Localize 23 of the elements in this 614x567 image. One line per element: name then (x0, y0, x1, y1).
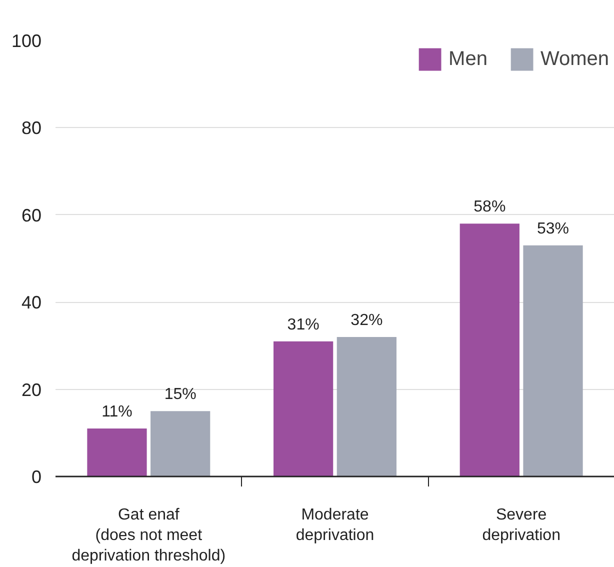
y-tick-label: 60 (21, 205, 42, 226)
x-tick-label: Moderate deprivation (296, 506, 374, 544)
bar (150, 411, 210, 476)
data-label: 53% (537, 220, 570, 238)
bar (274, 341, 334, 476)
legend-label: Women (540, 48, 609, 70)
bar (87, 428, 147, 476)
data-label: 32% (350, 312, 383, 329)
bar (336, 336, 396, 476)
data-label: 31% (287, 316, 320, 334)
y-tick-label: 80 (21, 118, 42, 138)
y-tick-label: 40 (21, 292, 42, 313)
y-tick-label: 20 (21, 380, 42, 400)
x-tick-label: Gat enaf (does not meet deprivation threshold) (72, 506, 226, 564)
bar (460, 224, 520, 476)
legend-label: Men (448, 48, 488, 70)
data-label: 58% (474, 198, 506, 216)
y-tick-label: 100 (11, 31, 42, 51)
y-tick-label: 0 (31, 467, 42, 487)
data-label: 11% (102, 404, 132, 421)
x-tick-label: Severe deprivation (482, 506, 560, 544)
bar (523, 245, 583, 476)
data-label: 15% (164, 386, 196, 404)
